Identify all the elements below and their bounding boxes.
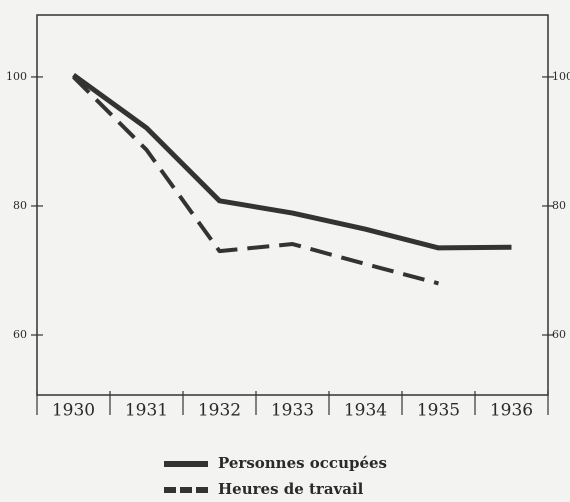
y2-tick-label: 80 <box>552 199 566 212</box>
x-tick-label: 1931 <box>125 401 168 421</box>
legend-label: Personnes occupées <box>218 454 387 472</box>
x-tick-label: 1932 <box>198 401 241 421</box>
y-tick-label: 60 <box>13 328 27 341</box>
y-tick-label: 100 <box>6 70 27 83</box>
legend-label: Heures de travail <box>218 480 364 498</box>
x-tick-label: 1935 <box>417 401 460 421</box>
series-line <box>72 75 440 286</box>
x-tick-label: 1930 <box>52 401 95 421</box>
y2-tick-label: 60 <box>552 328 566 341</box>
x-tick-label: 1933 <box>271 401 314 421</box>
y-tick-label: 80 <box>13 199 27 212</box>
plot-frame <box>36 14 549 396</box>
series-line <box>72 72 512 251</box>
y2-tick-label: 100 <box>552 70 570 83</box>
x-tick-label: 1936 <box>490 401 533 421</box>
x-tick-label: 1934 <box>344 401 387 421</box>
